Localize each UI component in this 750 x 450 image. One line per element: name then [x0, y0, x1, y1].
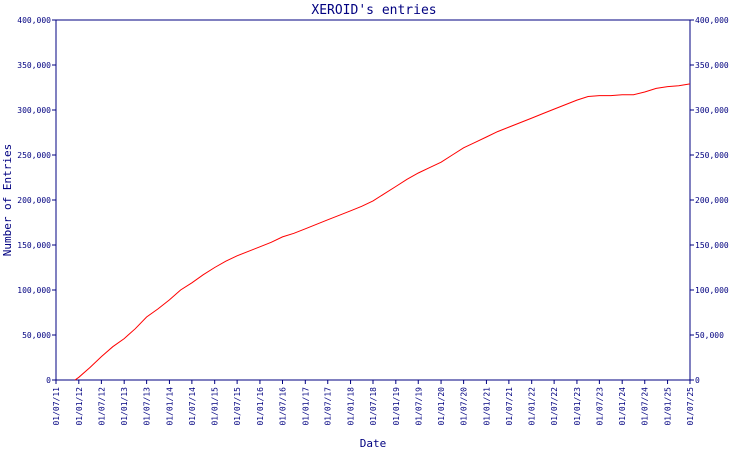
x-tick-label: 01/01/24: [618, 387, 627, 426]
x-tick-label: 01/07/19: [414, 387, 423, 426]
x-tick-label: 01/01/19: [392, 387, 401, 426]
y-tick-label-left: 200,000: [17, 196, 51, 205]
y-axis-ticks: 0 0 50,000 50,000 100,000 100,000 150,000 150,0…: [17, 16, 729, 385]
y-tick-label-right: 350,000: [695, 61, 729, 70]
y-tick-label-right: 0: [695, 376, 700, 385]
x-tick-label: 01/01/13: [120, 387, 129, 426]
x-tick-label: 01/01/18: [347, 387, 356, 426]
y-tick-label-right: 250,000: [695, 151, 729, 160]
x-tick-label: 01/07/13: [143, 387, 152, 426]
x-tick-label: 01/01/22: [528, 387, 537, 426]
x-tick-label: 01/07/11: [52, 387, 61, 426]
y-tick-label-left: 250,000: [17, 151, 51, 160]
y-tick-label-right: 150,000: [695, 241, 729, 250]
x-tick-label: 01/01/12: [75, 387, 84, 426]
y-tick-label-left: 300,000: [17, 106, 51, 115]
x-tick-label: 01/01/16: [256, 387, 265, 426]
series-line: [74, 83, 691, 381]
x-tick-label: 01/01/17: [301, 387, 310, 426]
x-tick-label: 01/01/23: [573, 387, 582, 426]
y-axis-title: Number of Entries: [1, 144, 14, 257]
y-tick-label-right: 100,000: [695, 286, 729, 295]
y-tick-label-right: 50,000: [695, 331, 724, 340]
y-tick-label-left: 150,000: [17, 241, 51, 250]
x-tick-label: 01/07/14: [188, 387, 197, 426]
series-layer: [74, 83, 691, 381]
x-tick-label: 01/07/22: [550, 387, 559, 426]
y-tick-label-right: 300,000: [695, 106, 729, 115]
y-tick-label-right: 200,000: [695, 196, 729, 205]
x-tick-label: 01/01/21: [482, 387, 491, 426]
x-tick-label: 01/07/17: [324, 387, 333, 426]
x-tick-label: 01/07/18: [369, 387, 378, 426]
x-tick-label: 01/07/16: [278, 387, 287, 426]
y-tick-label-left: 350,000: [17, 61, 51, 70]
x-tick-label: 01/07/21: [505, 387, 514, 426]
x-tick-label: 01/07/25: [686, 387, 695, 426]
x-axis-ticks: 01/07/11 01/01/12 01/07/12 01/01/13 01/07/13…: [52, 380, 695, 426]
x-tick-label: 01/07/12: [97, 387, 106, 426]
x-tick-label: 01/01/14: [165, 387, 174, 426]
y-tick-label-left: 400,000: [17, 16, 51, 25]
y-tick-label-left: 50,000: [22, 331, 51, 340]
x-tick-label: 01/01/20: [437, 387, 446, 426]
chart-title: XEROID's entries: [311, 3, 436, 18]
x-axis-title: Date: [360, 437, 387, 450]
x-tick-label: 01/07/24: [641, 387, 650, 426]
y-tick-label-right: 400,000: [695, 16, 729, 25]
y-tick-label-left: 100,000: [17, 286, 51, 295]
x-tick-label: 01/07/15: [233, 387, 242, 426]
y-tick-label-left: 0: [46, 376, 51, 385]
x-tick-label: 01/01/25: [664, 387, 673, 426]
x-tick-label: 01/01/15: [211, 387, 220, 426]
x-tick-label: 01/07/20: [460, 387, 469, 426]
x-tick-label: 01/07/23: [595, 387, 604, 426]
